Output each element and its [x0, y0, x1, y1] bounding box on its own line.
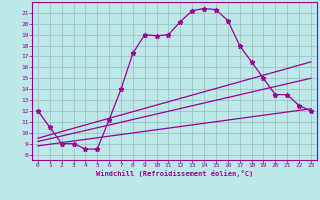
X-axis label: Windchill (Refroidissement éolien,°C): Windchill (Refroidissement éolien,°C)	[96, 170, 253, 177]
